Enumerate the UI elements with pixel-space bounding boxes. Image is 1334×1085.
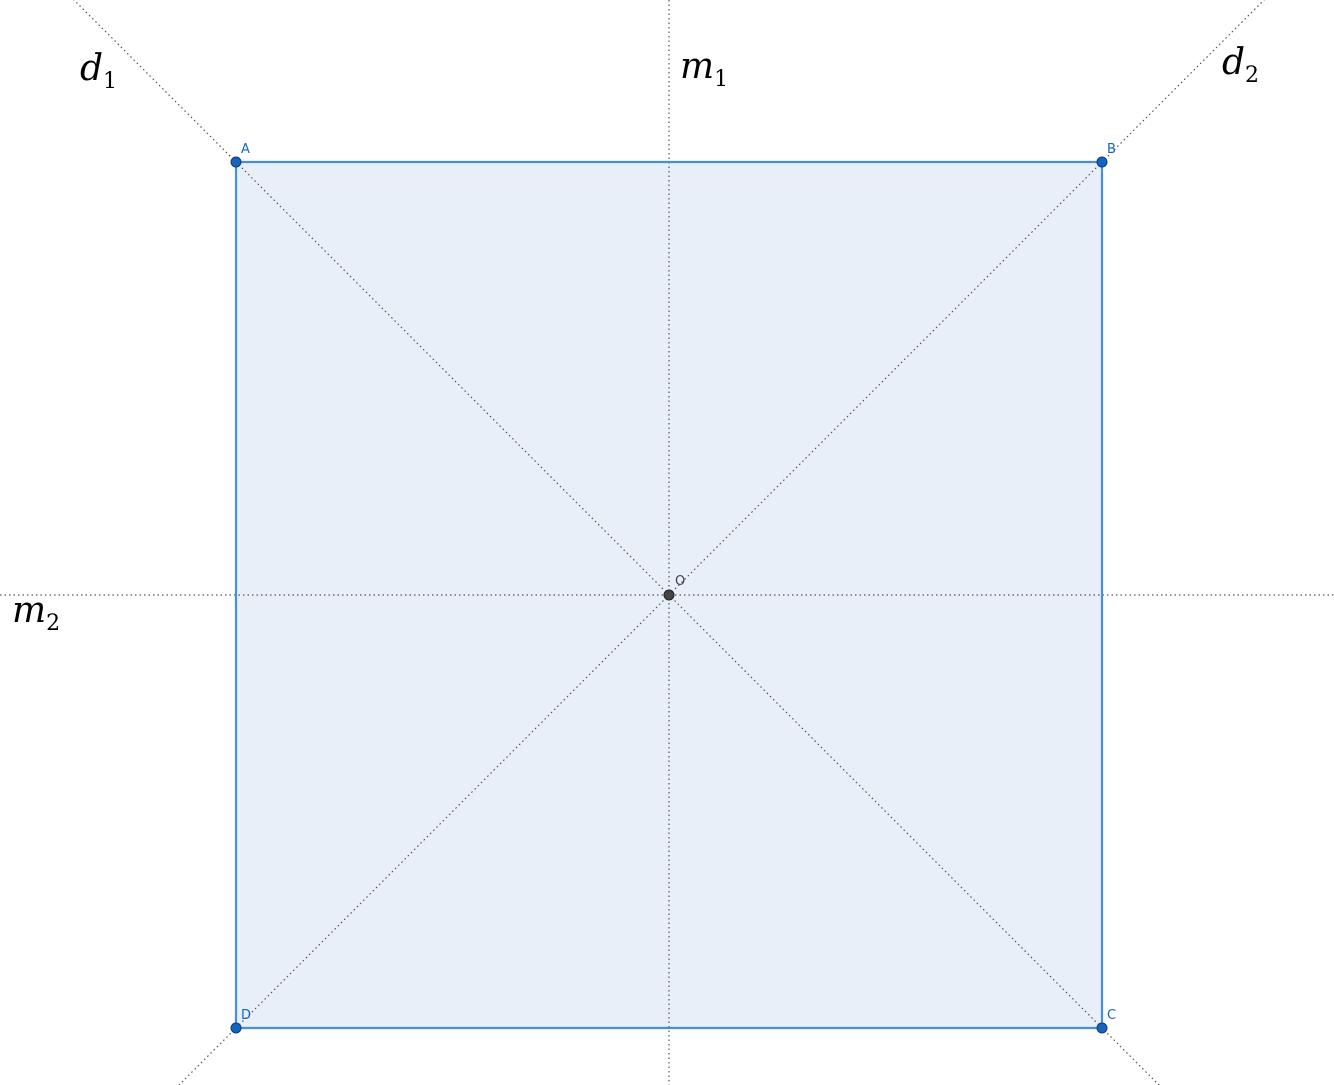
median-m2-label-main: m [12,590,46,631]
median-m1-label-main: m [680,46,714,87]
diagonal-d2-line [178,0,1265,1085]
vertex-d-label: D [241,1008,251,1023]
diagonal-d2-label-main: d [1222,42,1245,83]
median-m2-label: m2 [12,590,60,636]
vertex-d-point[interactable] [230,1022,242,1034]
vertex-a-label: A [241,142,250,157]
diagonal-d1-line [73,0,1160,1085]
vertex-b-label: B [1107,142,1116,157]
diagonal-d2-label-sub: 2 [1245,63,1259,88]
center-o-point[interactable] [663,589,675,601]
diagonal-d1-label-sub: 1 [103,69,117,94]
diagonal-d2-label: d2 [1222,42,1259,88]
vertex-a-point[interactable] [230,156,242,168]
vertex-c-point[interactable] [1096,1022,1108,1034]
median-m1-label-sub: 1 [714,67,728,92]
diagonal-d1-label-main: d [80,48,103,89]
vertex-b-point[interactable] [1096,156,1108,168]
median-m2-label-sub: 2 [46,611,60,636]
median-m1-label: m1 [680,46,728,92]
center-o-label: O [675,574,685,589]
vertex-c-label: C [1107,1008,1116,1023]
diagonal-d1-label: d1 [80,48,117,94]
